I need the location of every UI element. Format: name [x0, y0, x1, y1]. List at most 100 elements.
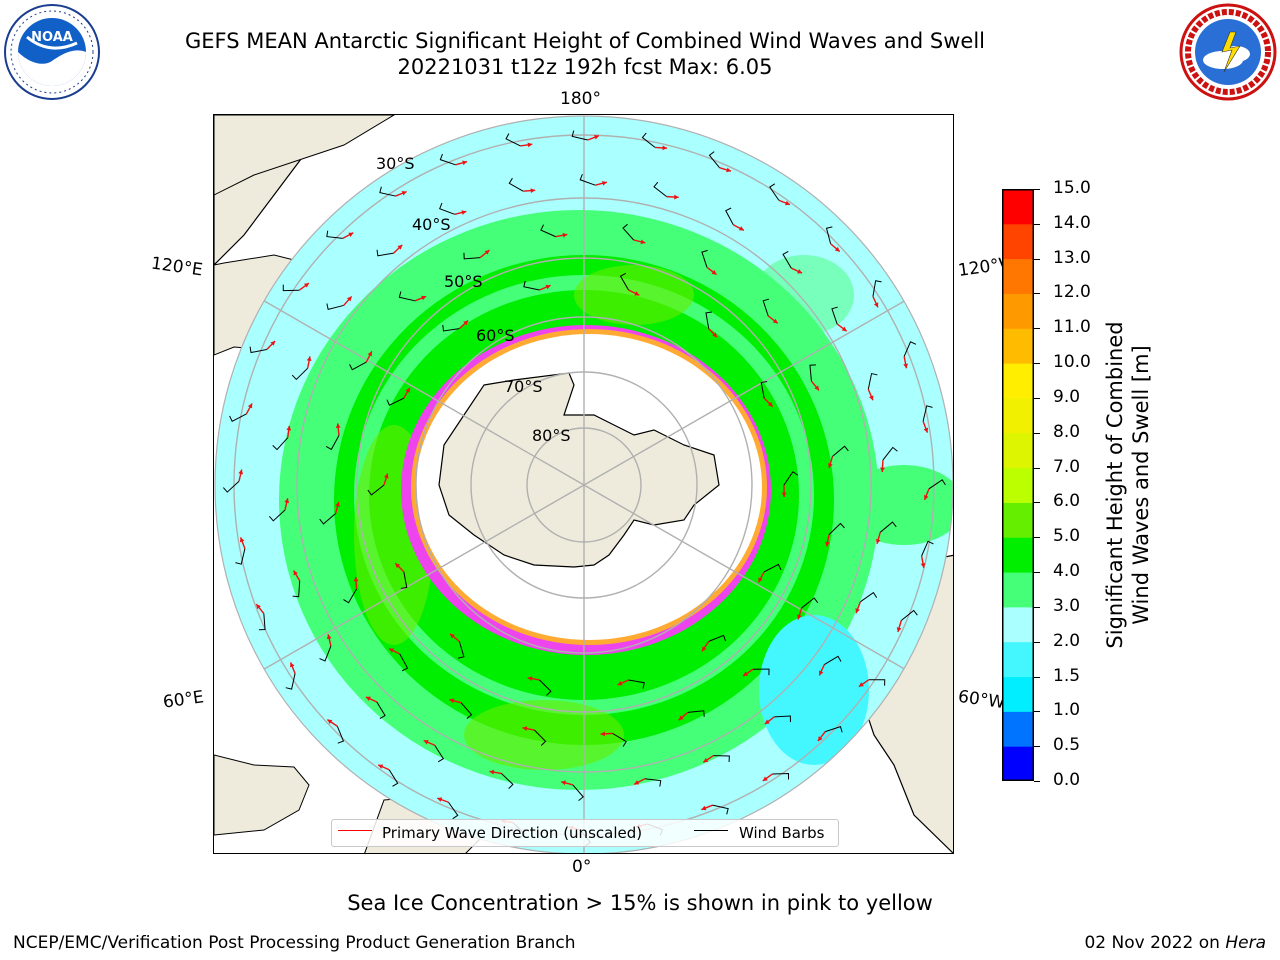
- wind-barb: [825, 226, 833, 244]
- wave-arrow-head: [858, 682, 864, 687]
- wave-arrow-head: [814, 385, 820, 391]
- wave-arrow-head: [389, 648, 395, 653]
- wind-barb: [319, 645, 332, 662]
- colorbar-band: [1002, 328, 1034, 364]
- wind-barb: [622, 223, 635, 241]
- wave-arrow-head: [873, 302, 879, 308]
- wave-arrow-head: [421, 295, 427, 301]
- wind-barb: [900, 609, 918, 621]
- wave-arrow-head: [640, 239, 646, 245]
- wave-arrow-head: [875, 538, 881, 544]
- wave-arrow-head: [461, 210, 467, 215]
- colorbar-band: [1002, 223, 1034, 260]
- wind-barb: [867, 372, 878, 390]
- wave-arrow-head: [562, 232, 568, 238]
- colorbar-band: [1002, 258, 1034, 294]
- wind-barb: [922, 405, 933, 422]
- colorbar-band: [1002, 572, 1034, 608]
- wind-barb: [457, 641, 465, 659]
- colorbar-title: Significant Height of Combined Wind Wave…: [1102, 321, 1154, 648]
- wave-arrow-head: [743, 671, 749, 677]
- wind-barb: [872, 280, 882, 297]
- wind-barb: [235, 548, 246, 565]
- wind-barb: [612, 732, 627, 747]
- wave-arrow-head: [326, 634, 332, 640]
- wind-barb: [343, 588, 358, 604]
- wave-arrow-head: [561, 780, 566, 786]
- wind-barb: [533, 729, 547, 746]
- wind-barb: [725, 207, 734, 226]
- wave-arrow-head: [602, 180, 607, 186]
- wave-arrow-head: [437, 797, 443, 802]
- wave-arrow-head: [306, 356, 312, 362]
- wind-barb: [708, 634, 727, 642]
- footer-date: 02 Nov 2022 on Hera: [1084, 933, 1266, 953]
- colorbar-tick-label: 14.0: [1053, 212, 1091, 233]
- wind-barb: [712, 804, 729, 815]
- wave-arrow-head: [920, 563, 926, 568]
- wave-arrow-head: [923, 494, 929, 500]
- wave-arrow-head: [797, 614, 802, 620]
- wind-barb: [801, 597, 819, 609]
- wave-arrow-head: [674, 194, 679, 200]
- wind-barb: [832, 445, 849, 457]
- colorbar-tick: [1034, 711, 1040, 713]
- wind-barb: [653, 181, 667, 198]
- colorbar-tick-label: 1.0: [1053, 700, 1081, 721]
- wind-barb: [708, 151, 720, 169]
- wind-barb: [921, 540, 934, 557]
- wave-arrow-head: [880, 467, 885, 473]
- map-legend: Primary Wave Direction (unscaled) Wind B…: [331, 819, 839, 847]
- colorbar-tick: [1034, 537, 1040, 539]
- wave-arrow-head: [348, 232, 354, 237]
- colorbar-tick-label: 11.0: [1053, 317, 1091, 338]
- colorbar-tick: [1034, 189, 1040, 190]
- wave-arrow-head: [711, 270, 717, 275]
- wave-arrow-head: [522, 726, 528, 731]
- wind-barb: [705, 311, 712, 329]
- wave-arrow-head: [397, 244, 403, 250]
- wind-barb: [442, 324, 460, 332]
- wind-barb: [229, 413, 247, 423]
- wind-barb: [249, 346, 267, 354]
- wind-barb: [508, 177, 524, 192]
- wave-arrow-head: [817, 736, 823, 742]
- wave-arrow-head: [772, 318, 778, 324]
- wind-barb: [463, 252, 481, 260]
- colorbar-tick-label: 10.0: [1053, 352, 1091, 373]
- wave-arrow-head: [383, 473, 389, 479]
- wind-barb: [539, 679, 552, 696]
- wave-arrow-head: [423, 740, 429, 745]
- colorbar-band: [1002, 711, 1034, 747]
- wave-arrow-head: [463, 320, 469, 326]
- colorbar-tick: [1034, 223, 1040, 225]
- wave-arrow-head: [600, 731, 606, 737]
- wave-arrow-head: [449, 698, 455, 704]
- wave-arrow-head: [484, 250, 490, 255]
- colorbar-tick: [1034, 397, 1040, 399]
- colorbar-band: [1002, 363, 1034, 399]
- colorbar-tick: [1034, 502, 1040, 504]
- lon-label-120e: 120°E: [149, 253, 204, 281]
- wind-barb: [824, 655, 842, 665]
- wave-arrow-head: [365, 696, 371, 701]
- wave-arrow-head: [293, 570, 298, 576]
- wave-arrow-head: [527, 142, 533, 148]
- wave-arrow-head: [701, 805, 707, 811]
- wave-arrow-head: [764, 719, 770, 725]
- wave-arrow-head: [834, 246, 840, 252]
- wind-barb: [259, 613, 266, 631]
- lon-label-60w: 60°W: [956, 686, 1007, 714]
- colorbar-tick-label: 9.0: [1053, 386, 1081, 407]
- wave-arrow-head: [634, 291, 640, 296]
- wind-barb: [399, 653, 409, 672]
- wave-arrow-head: [378, 764, 384, 769]
- lat-label-70s: 70°S: [504, 377, 543, 396]
- wind-barb: [505, 133, 521, 147]
- colorbar-tick-label: 4.0: [1053, 561, 1081, 582]
- lon-label-0: 0°: [572, 857, 592, 877]
- legend-label-wave: Primary Wave Direction (unscaled): [382, 824, 643, 842]
- colorbar-title-line2: Wind Waves and Swell [m]: [1129, 345, 1153, 625]
- wind-barb: [828, 522, 845, 536]
- wave-arrow-head: [781, 492, 787, 497]
